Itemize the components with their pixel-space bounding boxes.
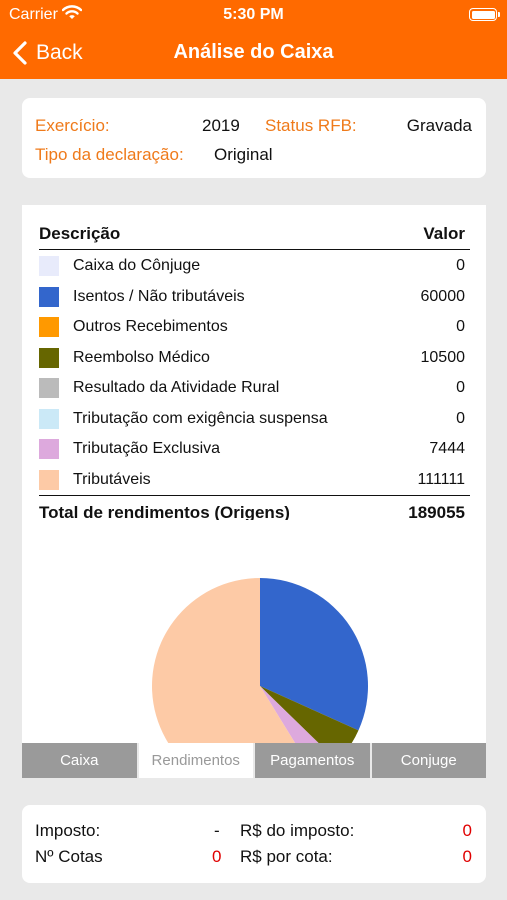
status-rfb-label: Status RFB: bbox=[265, 116, 357, 135]
legend-swatch bbox=[39, 469, 59, 490]
cotas-label: Nº Cotas bbox=[35, 847, 103, 866]
tab-conjuge[interactable]: Conjuge bbox=[371, 743, 486, 778]
row-value: 0 bbox=[456, 409, 465, 427]
table-row: Reembolso Médico 10500 bbox=[39, 344, 470, 375]
legend-swatch bbox=[39, 256, 59, 276]
header-valor: Valor bbox=[423, 224, 465, 243]
pie-slice bbox=[260, 578, 368, 731]
row-description: Reembolso Médico bbox=[73, 348, 210, 366]
income-pie-chart bbox=[22, 520, 486, 743]
imposto-label: Imposto: bbox=[35, 821, 101, 840]
total-value: 189055 bbox=[408, 503, 465, 522]
legend-swatch bbox=[39, 408, 59, 429]
rs-cota-value: 0 bbox=[462, 847, 472, 866]
pie-slice bbox=[152, 578, 296, 743]
battery-icon bbox=[469, 8, 500, 21]
legend-swatch bbox=[39, 317, 59, 337]
table-row: Tributação Exclusiva 7444 bbox=[39, 435, 470, 466]
rs-imposto-label: R$ do imposto: bbox=[240, 821, 355, 840]
tab-rendimentos[interactable]: Rendimentos bbox=[138, 743, 255, 778]
table-row: Resultado da Atividade Rural 0 bbox=[39, 374, 470, 405]
section-tabs: Caixa Rendimentos Pagamentos Conjuge bbox=[22, 743, 486, 778]
row-value: 7444 bbox=[429, 440, 465, 457]
row-description: Isentos / Não tributáveis bbox=[73, 287, 245, 305]
rs-cota-label: R$ por cota: bbox=[240, 847, 333, 866]
wifi-icon bbox=[61, 4, 83, 27]
chevron-left-icon bbox=[13, 41, 27, 65]
rs-imposto-value: 0 bbox=[462, 821, 472, 840]
row-value: 0 bbox=[456, 318, 465, 335]
tab-pagamentos[interactable]: Pagamentos bbox=[255, 743, 372, 778]
row-description: Outros Recebimentos bbox=[73, 318, 228, 335]
legend-swatch bbox=[39, 286, 59, 307]
header-descricao: Descrição bbox=[39, 224, 121, 243]
row-value: 111111 bbox=[417, 470, 465, 488]
legend-swatch bbox=[39, 378, 59, 398]
back-label: Back bbox=[36, 41, 83, 64]
table-row: Caixa do Cônjuge 0 bbox=[39, 252, 470, 283]
row-value: 0 bbox=[456, 257, 465, 274]
imposto-value: - bbox=[214, 821, 220, 840]
table-row: Tributação com exigência suspensa 0 bbox=[39, 405, 470, 436]
table-header: Descrição Valor bbox=[39, 221, 470, 250]
navigation-bar: Back Análise do Caixa bbox=[0, 30, 507, 79]
exercicio-label: Exercício: bbox=[35, 116, 110, 135]
tab-caixa[interactable]: Caixa bbox=[22, 743, 139, 778]
pie-slice bbox=[260, 686, 319, 743]
row-description: Tributação com exigência suspensa bbox=[73, 409, 328, 427]
table-row: Outros Recebimentos 0 bbox=[39, 313, 470, 344]
legend-swatch bbox=[39, 347, 59, 368]
status-time: 5:30 PM bbox=[223, 6, 284, 23]
row-description: Tributáveis bbox=[73, 470, 151, 488]
page-title: Análise do Caixa bbox=[173, 41, 334, 63]
row-value: 0 bbox=[456, 379, 465, 396]
status-bar: Carrier 5:30 PM bbox=[0, 0, 507, 30]
table-row: Tributáveis 111111 bbox=[39, 466, 470, 497]
row-description: Resultado da Atividade Rural bbox=[73, 379, 280, 396]
back-button[interactable]: Back bbox=[10, 38, 83, 68]
row-description: Caixa do Cônjuge bbox=[73, 257, 201, 274]
row-value: 10500 bbox=[420, 348, 466, 366]
row-value: 60000 bbox=[420, 287, 466, 305]
exercicio-value: 2019 bbox=[202, 116, 240, 135]
carrier-label: Carrier bbox=[9, 6, 58, 23]
income-rows: Caixa do Cônjuge 0 Isentos / Não tributáve… bbox=[39, 252, 470, 496]
declaration-info-card: Exercício: 2019 Status RFB: Gravada Tipo… bbox=[22, 98, 486, 178]
row-description: Tributação Exclusiva bbox=[73, 440, 221, 457]
legend-swatch bbox=[39, 439, 59, 459]
pie-slice bbox=[260, 686, 359, 743]
table-row: Isentos / Não tributáveis 60000 bbox=[39, 283, 470, 314]
cotas-value: 0 bbox=[212, 847, 222, 866]
total-row: Total de rendimentos (Origens) 189055 bbox=[39, 495, 470, 525]
status-rfb-value: Gravada bbox=[406, 116, 472, 135]
tipo-declaracao-value: Original bbox=[214, 145, 273, 164]
tipo-declaracao-label: Tipo da declaração: bbox=[35, 145, 184, 164]
total-label: Total de rendimentos (Origens) bbox=[39, 503, 290, 522]
tax-summary-card: Imposto: - R$ do imposto: 0 Nº Cotas 0 R… bbox=[22, 805, 486, 883]
